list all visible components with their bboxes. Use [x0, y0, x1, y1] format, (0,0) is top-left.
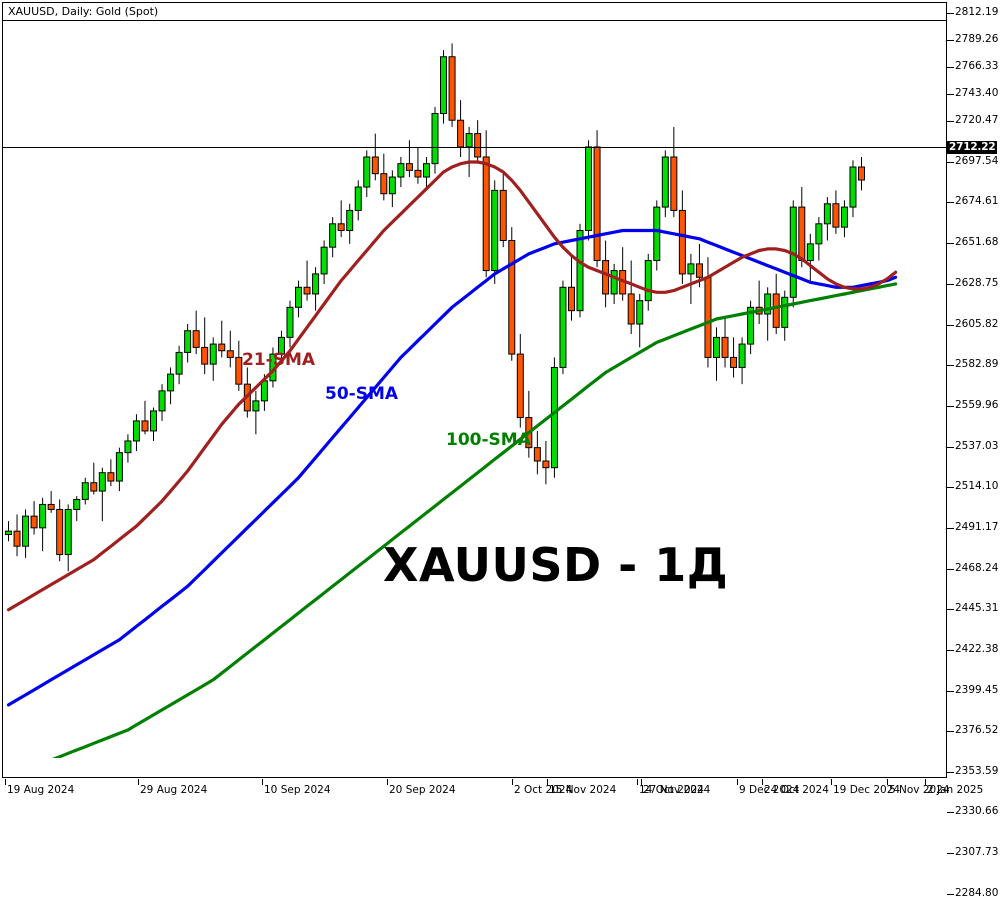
price-tick-mark	[947, 94, 954, 95]
price-tick-mark	[947, 609, 954, 610]
title-divider	[3, 20, 947, 21]
price-tick-label: 2720.47	[955, 114, 999, 126]
sma-100-line	[51, 282, 898, 758]
price-tick-label: 2766.33	[955, 60, 999, 72]
sma-21-label: 21-SMA	[242, 350, 316, 370]
price-tick-mark	[947, 162, 954, 163]
date-tick-mark	[547, 779, 548, 785]
date-axis[interactable]: 19 Aug 2024 29 Aug 2024 10 Sep 2024 20 Sep …	[0, 779, 1000, 800]
price-tick-label: 2674.61	[955, 195, 999, 207]
date-tick-mark	[831, 779, 832, 785]
date-tick-label: 24 Oct 2024	[764, 784, 829, 796]
symbol-title: XAUUSD, Daily: Gold (Spot)	[8, 5, 159, 18]
price-tick-label: 2491.17	[955, 521, 999, 533]
sma-100-label: 100-SMA	[446, 430, 531, 450]
price-tick-mark	[947, 691, 954, 692]
chart-frame	[2, 2, 947, 778]
date-tick-label: 29 Aug 2024	[140, 784, 208, 796]
date-tick-mark	[737, 779, 738, 785]
date-tick-label: 2 Oct 2024	[514, 784, 573, 796]
price-tick-mark	[947, 772, 954, 773]
price-tick-mark	[947, 40, 954, 41]
price-tick-mark	[947, 13, 954, 14]
current-price-label: 2712.22	[947, 141, 998, 154]
price-tick-mark	[947, 406, 954, 407]
price-tick-mark	[947, 325, 954, 326]
sma-21-line	[6, 160, 898, 612]
sma-50-line	[6, 228, 898, 707]
price-tick-mark	[947, 731, 954, 732]
symbol-watermark: XAUUSD - 1Д	[383, 538, 729, 592]
price-tick-label: 2697.54	[955, 155, 999, 167]
date-tick-mark	[925, 779, 926, 785]
price-tick-mark	[947, 528, 954, 529]
price-tick-label: 2743.40	[955, 87, 999, 99]
date-tick-label: 9 Dec 2024	[739, 784, 800, 796]
price-tick-mark	[947, 67, 954, 68]
candle-series	[5, 43, 865, 572]
price-tick-mark	[947, 447, 954, 448]
date-tick-label: 20 Sep 2024	[389, 784, 456, 796]
price-tick-mark	[947, 284, 954, 285]
price-tick-mark	[947, 202, 954, 203]
price-tick-label: 2330.66	[955, 805, 999, 817]
price-tick-label: 2537.03	[955, 440, 999, 452]
price-tick-mark	[947, 894, 954, 895]
candlestick-svg	[3, 43, 947, 758]
date-tick-label: 19 Aug 2024	[7, 784, 75, 796]
price-tick-label: 2307.73	[955, 846, 999, 858]
date-tick-mark	[641, 779, 642, 785]
date-tick-mark	[637, 779, 638, 785]
price-tick-mark	[947, 569, 954, 570]
price-tick-label: 2605.82	[955, 318, 999, 330]
price-plot-area[interactable]	[3, 21, 947, 758]
price-tick-mark	[947, 487, 954, 488]
price-tick-label: 2559.96	[955, 399, 999, 411]
price-tick-label: 2514.10	[955, 480, 999, 492]
price-tick-label: 2812.19	[955, 6, 999, 18]
price-tick-label: 2445.31	[955, 602, 999, 614]
date-tick-mark	[887, 779, 888, 785]
date-tick-label: 27 Nov 2024	[643, 784, 711, 796]
price-tick-mark	[947, 812, 954, 813]
date-tick-mark	[262, 779, 263, 785]
date-tick-label: 2 Jan 2025	[927, 784, 984, 796]
price-axis[interactable]: 2812.19 2789.26 2766.33 2743.40 2720.47 2697.…	[947, 2, 1000, 899]
sma-50-label: 50-SMA	[325, 384, 399, 404]
date-tick-label: 14 Oct 2024	[639, 784, 704, 796]
price-tick-mark	[947, 243, 954, 244]
price-tick-label: 2468.24	[955, 562, 999, 574]
price-tick-label: 2651.68	[955, 236, 999, 248]
date-tick-label: 15 Nov 2024	[549, 784, 617, 796]
price-tick-mark	[947, 121, 954, 122]
date-tick-mark	[387, 779, 388, 785]
date-tick-label: 10 Sep 2024	[264, 784, 331, 796]
price-tick-label: 2582.89	[955, 358, 999, 370]
price-tick-label: 2422.38	[955, 643, 999, 655]
price-tick-mark	[947, 853, 954, 854]
date-tick-mark	[512, 779, 513, 785]
price-tick-label: 2399.45	[955, 684, 999, 696]
price-tick-mark	[947, 365, 954, 366]
price-tick-label: 2353.59	[955, 765, 999, 777]
date-tick-label: 5 Nov 2024	[889, 784, 950, 796]
date-tick-mark	[5, 779, 6, 785]
date-tick-label: 19 Dec 2024	[833, 784, 901, 796]
price-tick-label: 2376.52	[955, 724, 999, 736]
price-tick-label: 2628.75	[955, 277, 999, 289]
price-tick-mark	[947, 650, 954, 651]
price-tick-label: 2284.80	[955, 887, 999, 899]
price-tick-label: 2789.26	[955, 33, 999, 45]
date-tick-mark	[762, 779, 763, 785]
date-tick-mark	[138, 779, 139, 785]
